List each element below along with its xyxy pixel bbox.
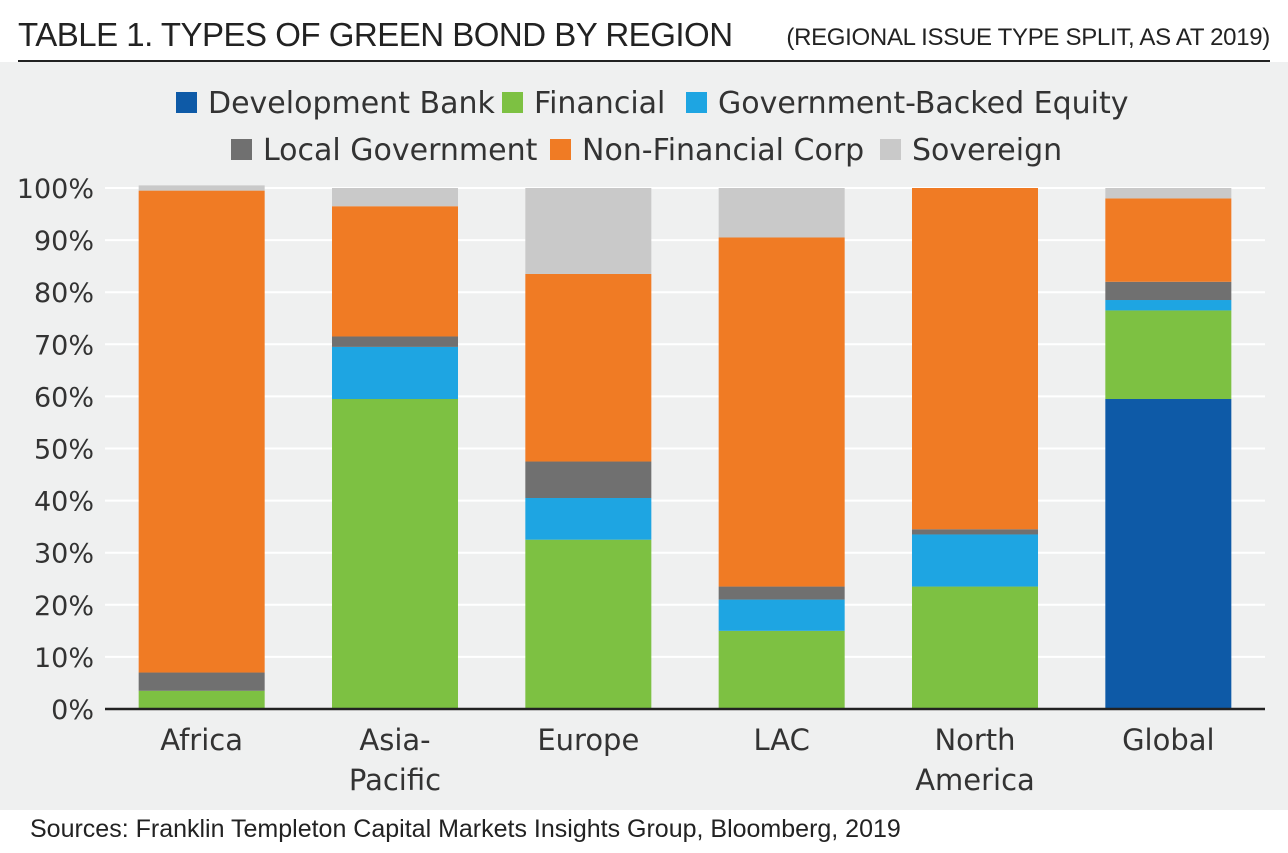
- y-tick-label-0: 0%: [51, 695, 94, 726]
- chart-title: TABLE 1. TYPES OF GREEN BOND BY REGION: [18, 16, 733, 53]
- legend-swatch-non-financial-corp: [550, 139, 571, 160]
- bar-africa-non-financial-corp: [138, 190, 265, 673]
- x-tick-label-global: Global: [1122, 723, 1215, 757]
- legend-label-sovereign: Sovereign: [912, 133, 1062, 168]
- legend-swatch-financial: [502, 92, 523, 113]
- bar-asia-pacific-local-government: [332, 336, 458, 347]
- x-tick-label-lac: LAC: [753, 723, 809, 757]
- legend-label-government-backed-equity: Government-Backed Equity: [718, 86, 1129, 121]
- legend-label-financial: Financial: [534, 86, 665, 121]
- x-tick-label-asia-pacific-line2: Pacific: [349, 763, 441, 797]
- bar-lac-financial: [718, 630, 845, 709]
- y-tick-label-70: 70%: [34, 330, 94, 361]
- legend-swatch-sovereign: [880, 139, 901, 160]
- bar-global-government-backed-equity: [1105, 300, 1232, 311]
- bar-global-development-bank: [1105, 399, 1232, 709]
- y-tick-label-90: 90%: [34, 226, 94, 257]
- bar-asia-pacific-government-backed-equity: [332, 346, 458, 400]
- bar-africa-local-government: [138, 672, 265, 691]
- bar-lac-sovereign: [718, 188, 845, 238]
- y-tick-label-10: 10%: [34, 643, 94, 674]
- chart-panel: Development Bank Financial Government-Back…: [0, 62, 1288, 810]
- legend-swatch-government-backed-equity: [686, 92, 707, 113]
- y-tick-label-100: 100%: [17, 174, 94, 205]
- bar-africa-financial: [138, 690, 265, 709]
- bar-europe-non-financial-corp: [525, 273, 652, 462]
- x-tick-label-asia-pacific-line1: Asia-: [359, 723, 430, 757]
- x-tick-label-north-america-line1: North: [934, 723, 1015, 757]
- bar-africa-sovereign: [138, 185, 265, 191]
- legend-label-local-government: Local Government: [263, 133, 538, 168]
- bar-europe-local-government: [525, 461, 652, 498]
- y-tick-label-30: 30%: [34, 539, 94, 570]
- bar-north-america-local-government: [912, 529, 1038, 535]
- bar-global-non-financial-corp: [1105, 198, 1232, 282]
- y-tick-label-20: 20%: [34, 591, 94, 622]
- legend-label-non-financial-corp: Non-Financial Corp: [582, 133, 864, 168]
- bar-lac-non-financial-corp: [718, 237, 845, 587]
- legend-swatch-development-bank: [176, 92, 197, 113]
- stacked-bar-chart: Development Bank Financial Government-Back…: [17, 86, 1265, 797]
- bar-europe-financial: [525, 539, 652, 709]
- y-tick-label-80: 80%: [34, 278, 94, 309]
- bar-north-america-financial: [912, 586, 1038, 709]
- chart-subtitle: (REGIONAL ISSUE TYPE SPLIT, AS AT 2019): [786, 24, 1270, 51]
- x-tick-label-africa: Africa: [160, 723, 243, 757]
- x-tick-label-north-america-line2: America: [915, 763, 1035, 797]
- legend-label-development-bank: Development Bank: [208, 86, 495, 121]
- bar-global-financial: [1105, 310, 1232, 400]
- bar-lac-government-backed-equity: [718, 599, 845, 631]
- bar-lac-local-government: [718, 586, 845, 600]
- y-tick-label-40: 40%: [34, 487, 94, 518]
- y-tick-label-50: 50%: [34, 435, 94, 466]
- bar-north-america-government-backed-equity: [912, 534, 1038, 587]
- legend-swatch-local-government: [231, 139, 252, 160]
- bar-europe-sovereign: [525, 188, 652, 274]
- y-tick-label-60: 60%: [34, 382, 94, 413]
- bar-europe-government-backed-equity: [525, 497, 652, 540]
- x-tick-label-europe: Europe: [537, 723, 639, 757]
- chart-header: TABLE 1. TYPES OF GREEN BOND BY REGION (…: [18, 14, 1270, 62]
- bar-asia-pacific-financial: [332, 399, 458, 709]
- bar-north-america-non-financial-corp: [912, 188, 1038, 530]
- source-note: Sources: Franklin Templeton Capital Mark…: [30, 815, 901, 843]
- bar-global-sovereign: [1105, 188, 1232, 199]
- bar-asia-pacific-sovereign: [332, 188, 458, 207]
- bar-asia-pacific-non-financial-corp: [332, 206, 458, 337]
- bar-global-local-government: [1105, 281, 1232, 301]
